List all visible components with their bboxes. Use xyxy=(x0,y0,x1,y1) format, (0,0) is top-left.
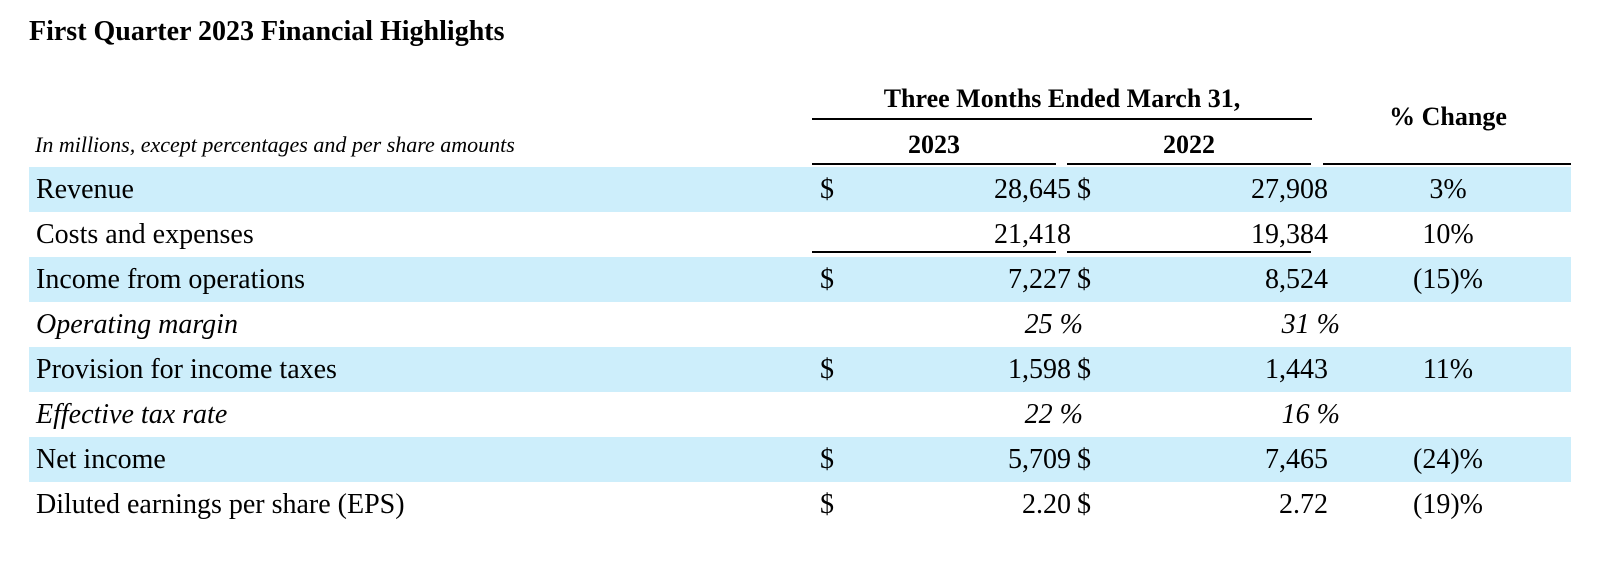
value-current: 7,227 xyxy=(1008,264,1071,295)
year-current-rule xyxy=(812,163,1056,165)
table-row-operating-margin: Operating margin 25 % 31 % xyxy=(29,302,1571,347)
row-label: Diluted earnings per share (EPS) xyxy=(36,489,405,520)
row-label: Costs and expenses xyxy=(36,219,254,250)
year-prior-rule xyxy=(1067,163,1311,165)
change-header: % Change xyxy=(1389,102,1507,131)
currency-symbol: $ xyxy=(1077,264,1091,295)
subtotal-rule-prior xyxy=(1067,251,1311,253)
period-header-rule xyxy=(812,118,1312,120)
value-current: 5,709 xyxy=(1008,444,1071,475)
value-current: 28,645 xyxy=(994,174,1071,205)
currency-symbol: $ xyxy=(820,354,834,385)
value-current: 1,598 xyxy=(1008,354,1071,385)
row-label: Income from operations xyxy=(36,264,306,295)
value-prior: 7,465 xyxy=(1265,444,1328,475)
percent-change: (19)% xyxy=(1413,489,1483,520)
row-label: Net income xyxy=(36,444,166,475)
currency-symbol: $ xyxy=(820,264,834,295)
value-current: 2.20 xyxy=(1022,489,1071,520)
percent-change: 10% xyxy=(1422,219,1474,250)
row-label: Effective tax rate xyxy=(36,399,228,430)
value-prior: 1,443 xyxy=(1265,354,1328,385)
percent-change: (24)% xyxy=(1413,444,1483,475)
row-label: Operating margin xyxy=(36,309,238,340)
value-current: 25 % xyxy=(1024,309,1083,340)
currency-symbol: $ xyxy=(820,489,834,520)
percent-change xyxy=(1323,392,1573,437)
percent-change: 3% xyxy=(1429,174,1467,205)
currency-symbol: $ xyxy=(1077,444,1091,475)
table-row-tax-provision: Provision for income taxes $ 1,598 $ 1,4… xyxy=(29,347,1571,392)
percent-change xyxy=(1323,302,1573,347)
table-row-diluted-eps: Diluted earnings per share (EPS) $ 2.20 … xyxy=(29,482,1571,527)
currency-symbol: $ xyxy=(1077,489,1091,520)
row-label: Provision for income taxes xyxy=(36,354,337,385)
table-row-net-income: Net income $ 5,709 $ 7,465 (24)% xyxy=(29,437,1571,482)
currency-symbol: $ xyxy=(1077,174,1091,205)
value-current: 22 % xyxy=(1024,399,1083,430)
percent-change: 11% xyxy=(1422,354,1474,385)
value-prior: 19,384 xyxy=(1251,219,1328,250)
table-row-revenue: Revenue $ 28,645 $ 27,908 3% xyxy=(29,167,1571,212)
currency-symbol: $ xyxy=(820,444,834,475)
value-prior: 2.72 xyxy=(1279,489,1328,520)
page-title: First Quarter 2023 Financial Highlights xyxy=(29,16,505,47)
value-prior: 27,908 xyxy=(1251,174,1328,205)
subtotal-rule-current xyxy=(812,251,1056,253)
percent-change: (15)% xyxy=(1413,264,1483,295)
value-prior: 8,524 xyxy=(1265,264,1328,295)
change-rule xyxy=(1323,163,1571,165)
year-header-current: 2023 xyxy=(908,130,960,159)
units-note: In millions, except percentages and per … xyxy=(35,132,515,157)
currency-symbol: $ xyxy=(820,174,834,205)
value-prior: 16 % xyxy=(1281,399,1340,430)
table-row-costs: Costs and expenses 21,418 19,384 10% xyxy=(29,212,1571,257)
table-row-effective-tax-rate: Effective tax rate 22 % 16 % xyxy=(29,392,1571,437)
value-current: 21,418 xyxy=(994,219,1071,250)
currency-symbol: $ xyxy=(1077,354,1091,385)
row-label: Revenue xyxy=(36,174,134,205)
year-header-prior: 2022 xyxy=(1163,130,1215,159)
period-header: Three Months Ended March 31, xyxy=(883,84,1241,113)
value-prior: 31 % xyxy=(1281,309,1340,340)
table-row-income-operations: Income from operations $ 7,227 $ 8,524 (… xyxy=(29,257,1571,302)
